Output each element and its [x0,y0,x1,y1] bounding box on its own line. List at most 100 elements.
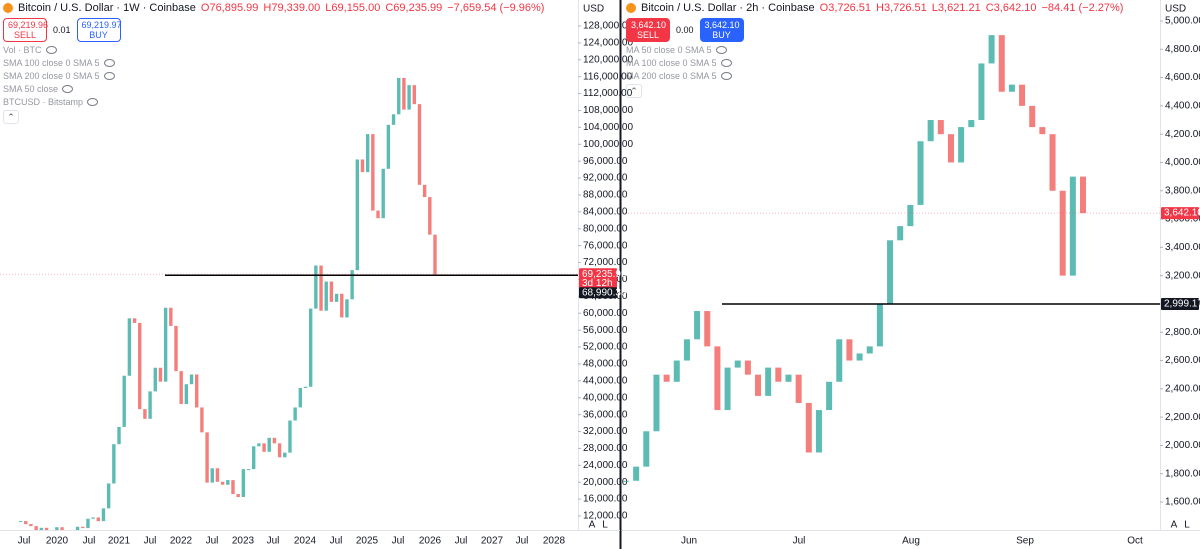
ohlc-change: −7,659.54 (−9.96%) [447,2,545,14]
indicator: SMA 50 close [3,84,544,94]
candle [734,360,741,368]
time-label: Jul [516,536,529,547]
candle [376,210,380,219]
candle [381,168,385,219]
candle [815,410,822,453]
eye-icon[interactable] [720,59,732,67]
price-tick-label: 24,000.00 [583,460,628,471]
candle [262,443,266,452]
sell-button[interactable]: 3,642.10 SELL [626,18,670,42]
candle [391,114,396,125]
price-tick-label: 4,600.000 [1165,72,1200,83]
price-tick-label: 1,800.000 [1165,468,1200,479]
candle [386,124,391,169]
price-tick-label: 4,800.000 [1165,44,1200,55]
candle [927,120,934,142]
ohlc-open: O76,895.99 [200,2,259,14]
collapse-button[interactable]: ⌃ [3,110,19,124]
candle [653,374,660,432]
candle [785,374,792,382]
scale-button[interactable]: L [602,520,608,531]
indicator-name: MA 200 close 0 SMA 5 [626,71,717,81]
candle [1008,84,1015,92]
price-tick-label: 76,000.00 [583,240,628,251]
time-label: 2024 [294,536,317,547]
time-label: 2022 [170,536,193,547]
trade-row: 69,219.96 SELL 0.01 69,219.97 BUY [3,18,544,42]
buy-price: 69,219.97 [81,20,122,30]
price-tick-label: 60,000.00 [583,308,628,319]
symbol-title: Bitcoin / U.S. Dollar · 2h · Coinbase [641,2,815,14]
candle [153,367,157,392]
price-tick-label: 3,200.000 [1165,270,1200,281]
eye-icon[interactable] [720,72,732,80]
candle [174,325,178,372]
candle [836,339,843,382]
eye-icon[interactable] [62,85,74,93]
price-tick-label: 4,400.000 [1165,101,1200,112]
candle [365,134,370,173]
candle [189,374,194,385]
candle [29,524,33,527]
time-label: Jun [681,536,697,547]
spread: 0.00 [676,25,694,35]
collapse-button[interactable]: ⌃ [626,84,642,98]
candle [324,281,328,311]
eye-icon[interactable] [103,59,115,67]
candles [623,35,1086,482]
candle [1069,176,1076,276]
eye-icon[interactable] [45,46,57,54]
price-tick-label: 36,000.00 [583,409,628,420]
time-label: Oct [1127,536,1143,547]
candle [765,367,772,396]
candle [397,77,401,115]
scale-button[interactable]: L [1184,520,1190,531]
ohlc: O76,895.99 H79,339.00 L69,155.00 C69,235.99… [201,0,545,16]
buy-button[interactable]: 3,642.10 BUY [699,18,744,42]
candle [1019,84,1026,106]
ohlc: O3,726.51 H3,726.51 L3,621.21 C3,642.10 −84.… [820,0,1124,16]
price-tick-label: 120,000.00 [583,54,633,65]
candle [298,388,303,408]
price-tick-label: 48,000.00 [583,359,628,370]
candle [106,483,111,509]
eye-icon[interactable] [87,98,99,106]
candle [724,367,731,411]
indicator: Vol · BTC [3,45,544,55]
candle [360,159,365,173]
price-tick-label: 2,400.000 [1165,383,1200,394]
buy-button[interactable]: 69,219.97 BUY [76,18,122,42]
price-tick-label: 4,000.000 [1165,157,1200,168]
time-label: 2025 [356,536,379,547]
indicator-name: SMA 50 close [3,84,59,94]
eye-icon[interactable] [103,72,115,80]
candle [148,391,152,419]
time-label: Jul [455,536,468,547]
candle [866,346,873,354]
price-tick-label: 84,000.00 [583,207,628,218]
scale-button[interactable]: A [589,520,596,531]
eye-icon[interactable] [715,46,727,54]
time-label: Jul [206,536,219,547]
candle [1029,105,1036,128]
scale-button[interactable]: A [1171,520,1178,531]
candle [887,240,894,304]
candle [947,134,954,163]
time-label: Jul [83,536,96,547]
time-label: 2027 [481,536,504,547]
ohlc-close: C69,235.99 [385,2,443,14]
time-label: 2023 [232,536,255,547]
sell-button[interactable]: 69,219.96 SELL [3,18,48,42]
time-label: 2026 [419,536,442,547]
title-row: Bitcoin / U.S. Dollar · 1W · Coinbase O76… [3,0,544,16]
hline-box [1161,298,1199,311]
candle [75,526,80,530]
chart-header: Bitcoin / U.S. Dollar · 1W · Coinbase O76… [3,0,544,124]
candle [805,402,812,453]
price-tick-label: 104,000.00 [583,122,633,133]
price-tick-label: 100,000.00 [583,139,633,150]
price-tick-label: 1,600.000 [1165,497,1200,508]
indicator: SMA 100 close 0 SMA 5 [3,58,544,68]
candle [856,353,863,361]
